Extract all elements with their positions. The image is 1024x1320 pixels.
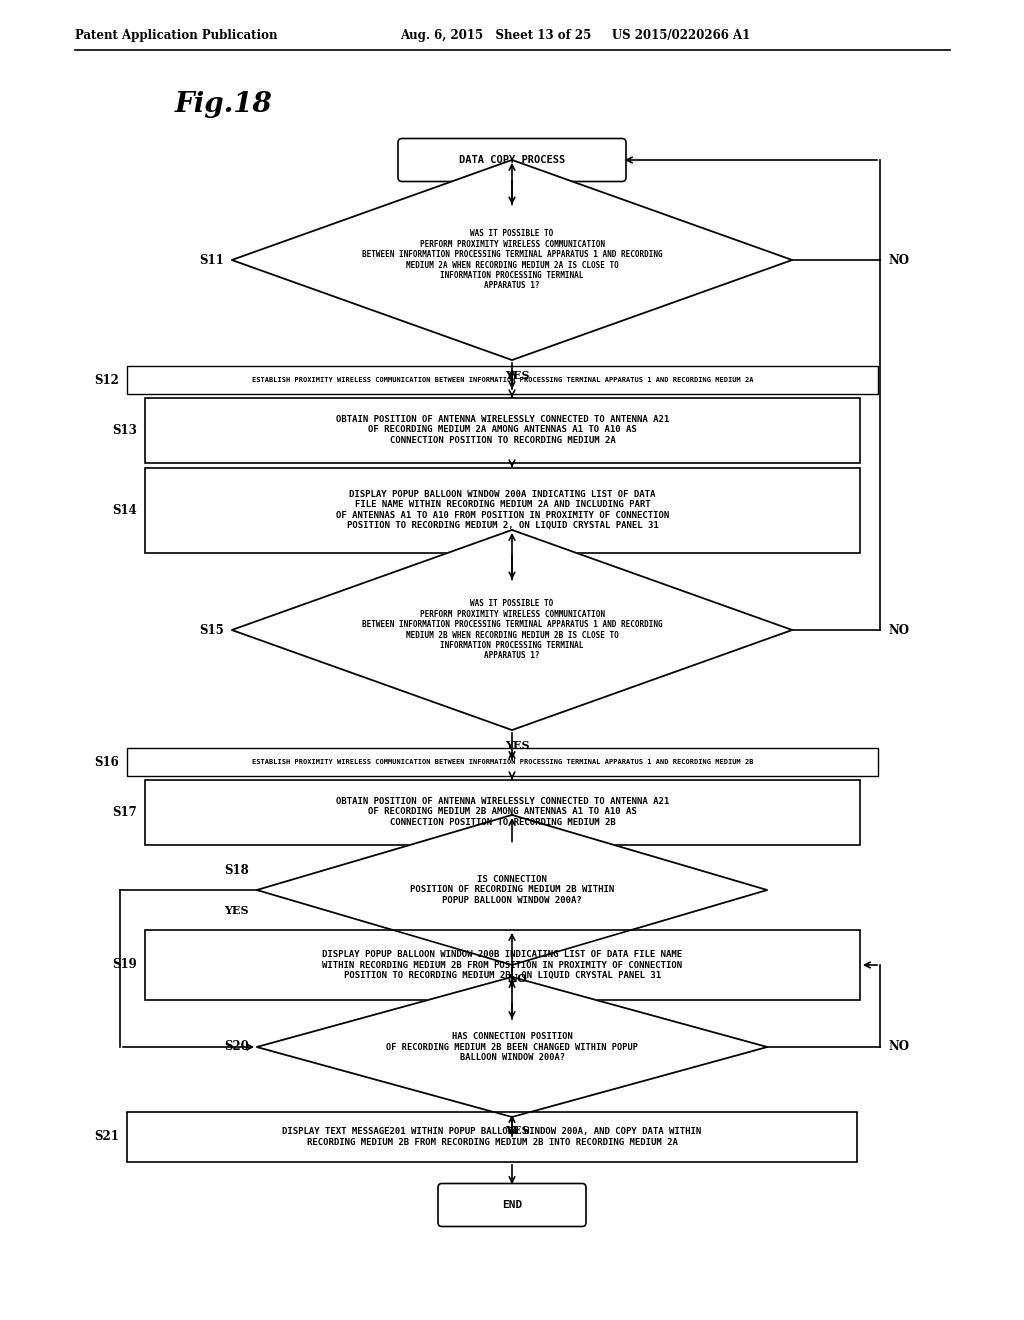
Bar (145, 397, 860, 462)
Bar (145, 467, 860, 553)
Bar (145, 780, 860, 845)
Bar (145, 931, 860, 1001)
Text: YES: YES (505, 741, 529, 751)
Polygon shape (257, 977, 767, 1117)
Polygon shape (257, 814, 767, 965)
Text: IS CONNECTION
POSITION OF RECORDING MEDIUM 2B WITHIN
POPUP BALLOON WINDOW 200A?: IS CONNECTION POSITION OF RECORDING MEDI… (410, 875, 614, 906)
Text: NO: NO (888, 253, 909, 267)
Text: OBTAIN POSITION OF ANTENNA WIRELESSLY CONNECTED TO ANTENNA A21
OF RECORDING MEDI: OBTAIN POSITION OF ANTENNA WIRELESSLY CO… (336, 797, 669, 826)
Text: DISPLAY POPUP BALLOON WINDOW 200B INDICATING LIST OF DATA FILE NAME
WITHIN RECOR: DISPLAY POPUP BALLOON WINDOW 200B INDICA… (323, 950, 683, 979)
Text: HAS CONNECTION POSITION
OF RECORDING MEDIUM 2B BEEN CHANGED WITHIN POPUP
BALLOON: HAS CONNECTION POSITION OF RECORDING MED… (386, 1032, 638, 1061)
Text: DISPLAY POPUP BALLOON WINDOW 200A INDICATING LIST OF DATA
FILE NAME WITHIN RECOR: DISPLAY POPUP BALLOON WINDOW 200A INDICA… (336, 490, 669, 531)
Text: Aug. 6, 2015   Sheet 13 of 25     US 2015/0220266 A1: Aug. 6, 2015 Sheet 13 of 25 US 2015/0220… (400, 29, 751, 41)
FancyBboxPatch shape (438, 1184, 586, 1226)
Text: ESTABLISH PROXIMITY WIRELESS COMMUNICATION BETWEEN INFORMATION PROCESSING TERMIN: ESTABLISH PROXIMITY WIRELESS COMMUNICATI… (252, 759, 754, 766)
Text: S15: S15 (200, 623, 224, 636)
Polygon shape (232, 160, 792, 360)
Text: S20: S20 (224, 1040, 249, 1053)
Text: DISPLAY TEXT MESSAGE201 WITHIN POPUP BALLOON WINDOW 200A, AND COPY DATA WITHIN
R: DISPLAY TEXT MESSAGE201 WITHIN POPUP BAL… (283, 1127, 701, 1147)
Text: S18: S18 (224, 863, 249, 876)
Bar (127, 1111, 857, 1162)
Text: DATA COPY PROCESS: DATA COPY PROCESS (459, 154, 565, 165)
Text: S14: S14 (113, 503, 137, 516)
Text: ESTABLISH PROXIMITY WIRELESS COMMUNICATION BETWEEN INFORMATION PROCESSING TERMIN: ESTABLISH PROXIMITY WIRELESS COMMUNICATI… (252, 378, 754, 383)
Text: S12: S12 (94, 374, 119, 387)
Polygon shape (232, 531, 792, 730)
Text: YES: YES (505, 1125, 529, 1137)
Text: NO: NO (507, 973, 527, 983)
Text: S11: S11 (200, 253, 224, 267)
Text: WAS IT POSSIBLE TO
PERFORM PROXIMITY WIRELESS COMMUNICATION
BETWEEN INFORMATION : WAS IT POSSIBLE TO PERFORM PROXIMITY WIR… (361, 599, 663, 660)
Text: YES: YES (224, 904, 249, 916)
Text: OBTAIN POSITION OF ANTENNA WIRELESSLY CONNECTED TO ANTENNA A21
OF RECORDING MEDI: OBTAIN POSITION OF ANTENNA WIRELESSLY CO… (336, 414, 669, 445)
Text: Patent Application Publication: Patent Application Publication (75, 29, 278, 41)
Text: END: END (502, 1200, 522, 1210)
Bar (127, 748, 878, 776)
FancyBboxPatch shape (398, 139, 626, 181)
Text: S19: S19 (113, 958, 137, 972)
Text: WAS IT POSSIBLE TO
PERFORM PROXIMITY WIRELESS COMMUNICATION
BETWEEN INFORMATION : WAS IT POSSIBLE TO PERFORM PROXIMITY WIR… (361, 230, 663, 290)
Bar (127, 366, 878, 393)
Text: NO: NO (888, 1040, 909, 1053)
Text: S21: S21 (94, 1130, 119, 1143)
Text: S17: S17 (113, 805, 137, 818)
Text: Fig.18: Fig.18 (175, 91, 272, 119)
Text: S16: S16 (94, 755, 119, 768)
Text: YES: YES (505, 370, 529, 381)
Text: NO: NO (888, 623, 909, 636)
Text: S13: S13 (112, 424, 137, 437)
